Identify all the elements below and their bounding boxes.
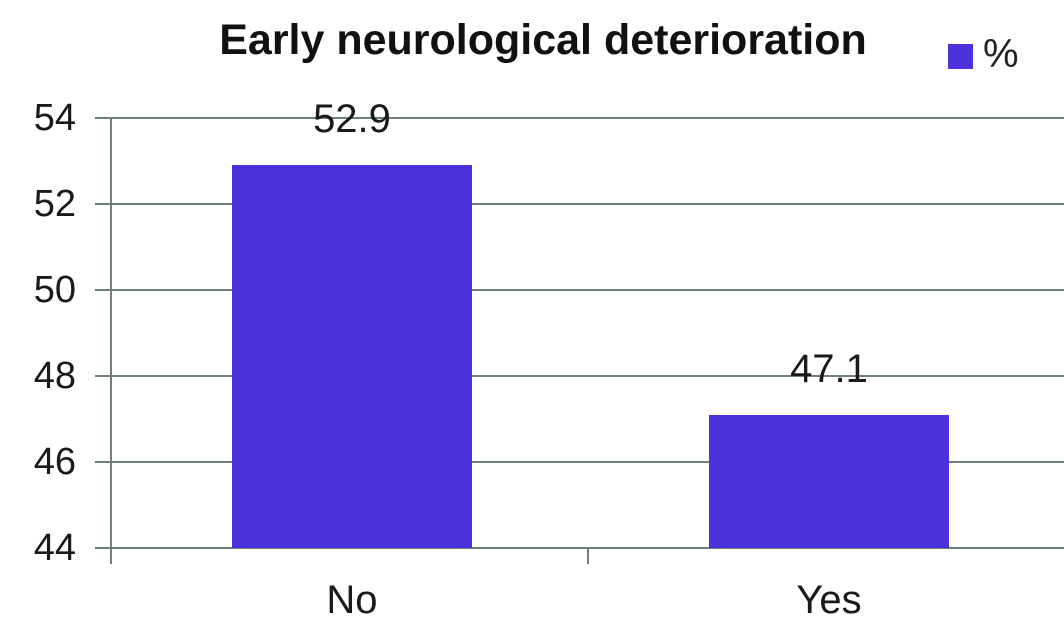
- bar-value-label-yes: 47.1: [790, 346, 868, 391]
- gridline-46: [95, 461, 1064, 463]
- y-tick-label-54: 54: [33, 97, 76, 139]
- y-axis-line: [110, 118, 112, 564]
- legend-swatch: [948, 43, 973, 69]
- gridline-48: [95, 375, 1064, 377]
- x-axis-boundary-tick: [587, 548, 589, 564]
- x-category-label-no: No: [326, 578, 378, 622]
- y-tick-label-50: 50: [33, 269, 76, 311]
- gridline-44: [95, 547, 1064, 549]
- gridline-50: [95, 289, 1064, 291]
- bar-yes: [709, 414, 949, 548]
- y-tick-label-44: 44: [33, 527, 76, 569]
- x-category-label-yes: Yes: [796, 578, 862, 622]
- legend: %: [948, 28, 1019, 74]
- y-tick-label-46: 46: [33, 441, 76, 483]
- y-tick-label-52: 52: [33, 183, 76, 225]
- bar-no: [232, 165, 472, 548]
- legend-label: %: [983, 32, 1019, 76]
- bar-value-label-no: 52.9: [313, 97, 391, 142]
- gridline-52: [95, 203, 1064, 205]
- gridline-54: [95, 117, 1064, 119]
- chart-title: Early neurological deterioration: [219, 16, 867, 64]
- y-tick-label-48: 48: [33, 355, 76, 397]
- plot-area: 54 52 50 48 46 44 52.9 No 47.1 Yes: [34, 99, 1064, 620]
